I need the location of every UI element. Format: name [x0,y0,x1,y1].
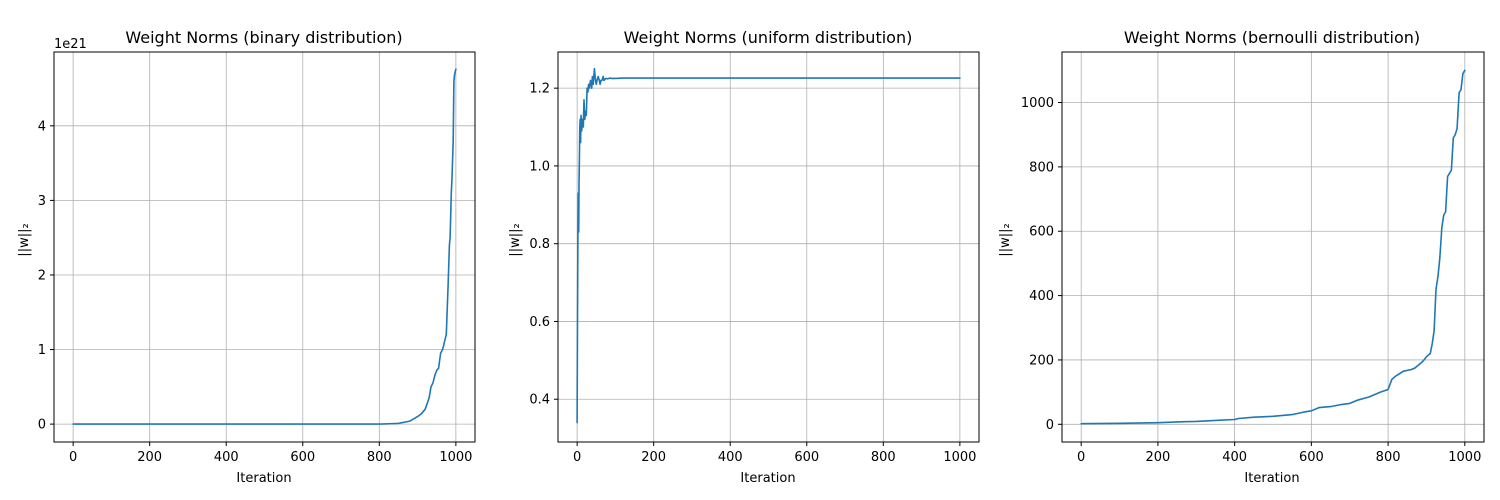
y-tick-label: 800 [1029,160,1054,175]
y-tick-label: 1 [38,343,46,358]
y-tick-label: 1.0 [529,159,550,174]
series-layer [72,68,457,425]
grid-lines [54,52,475,442]
plot-frame [1061,51,1485,443]
x-tick-label: 600 [794,450,819,465]
x-tick-label: 200 [137,450,162,465]
axis-ticks: 0 200 400 600 800 1000 0 1 2 3 4 [38,119,473,465]
x-tick-label: 400 [1222,450,1247,465]
chart-panel-bernoulli: Weight Norms (bernoulli distribution) 0 2… [998,28,1485,486]
y-axis-label: ||w||₂ [508,223,523,256]
x-axis-label: Iteration [236,471,291,486]
chart-title: Weight Norms (uniform distribution) [624,28,913,47]
y-tick-label: 0.8 [529,237,550,252]
x-tick-label: 1000 [1448,450,1481,465]
y-tick-label: 2 [38,268,46,283]
axis-ticks: 0 200 400 600 800 1000 0.4 0.6 0.8 1.0 1.2 [529,82,976,465]
x-tick-label: 200 [1145,450,1170,465]
y-tick-label: 0 [38,418,46,433]
series-line [72,68,457,425]
chart-panel-uniform: Weight Norms (uniform distribution) 0 200… [508,28,980,486]
y-tick-label: 4 [38,119,46,134]
x-tick-label: 800 [871,450,896,465]
y-tick-label: 600 [1029,225,1054,240]
y-axis-label: ||w||₂ [17,223,32,256]
y-tick-label: 0.4 [529,393,550,408]
x-axis-label: Iteration [740,471,795,486]
y-tick-label: 1.2 [529,82,550,97]
x-tick-label: 400 [214,450,239,465]
chart-panel-binary: Weight Norms (binary distribution) 1e21 … [17,28,476,486]
x-tick-label: 200 [641,450,666,465]
y-tick-label: 0 [1046,418,1054,433]
plot-frame [53,51,476,443]
y-tick-label: 0.6 [529,315,550,330]
y-axis-label: ||w||₂ [998,223,1013,256]
x-axis-label: Iteration [1244,471,1299,486]
y-tick-label: 1000 [1021,96,1054,111]
x-tick-label: 400 [718,450,743,465]
grid-lines [558,52,979,442]
series-line [576,67,961,424]
y-tick-label: 400 [1029,289,1054,304]
x-tick-label: 600 [1299,450,1324,465]
x-tick-label: 0 [69,450,77,465]
x-tick-label: 0 [1077,450,1085,465]
y-tick-label: 3 [38,194,46,209]
series-line [1080,69,1466,425]
y-tick-label: 200 [1029,353,1054,368]
x-tick-label: 800 [1376,450,1401,465]
plot-frame [557,51,980,443]
series-layer [576,67,961,424]
y-offset-label: 1e21 [54,37,87,52]
axis-ticks: 0 200 400 600 800 1000 0 200 400 600 800 1000 [1021,96,1481,465]
series-layer [1080,69,1466,425]
grid-lines [1062,52,1484,442]
x-tick-label: 1000 [943,450,976,465]
x-tick-label: 800 [367,450,392,465]
chart-title: Weight Norms (bernoulli distribution) [1124,28,1420,47]
chart-title: Weight Norms (binary distribution) [125,28,402,47]
x-tick-label: 1000 [439,450,472,465]
x-tick-label: 600 [290,450,315,465]
x-tick-label: 0 [573,450,581,465]
